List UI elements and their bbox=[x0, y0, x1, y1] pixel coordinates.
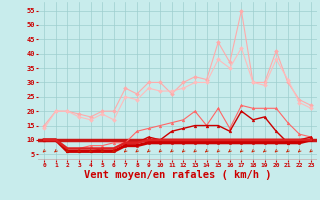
X-axis label: Vent moyen/en rafales ( km/h ): Vent moyen/en rafales ( km/h ) bbox=[84, 170, 271, 180]
